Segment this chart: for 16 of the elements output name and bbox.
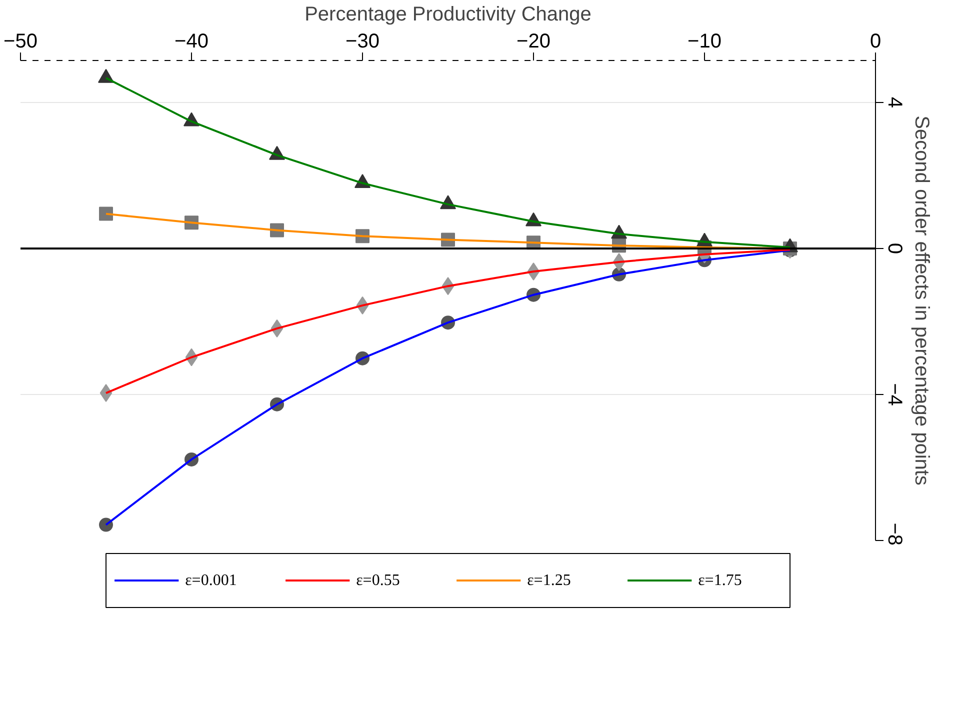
y-tick-label: −8 xyxy=(884,522,906,546)
x-tick-label: −50 xyxy=(4,30,38,52)
legend-label: ε=1.25 xyxy=(527,572,571,589)
y-tick-label: 4 xyxy=(884,96,906,108)
legend-label: ε=1.75 xyxy=(698,572,742,589)
x-tick-label: 0 xyxy=(870,30,882,52)
y-tick-label: 0 xyxy=(884,242,906,254)
x-tick-label: −30 xyxy=(346,30,380,52)
legend-label: ε=0.001 xyxy=(185,572,237,589)
y-tick-label: −4 xyxy=(884,383,906,406)
x-tick-label: −40 xyxy=(174,30,208,52)
legend-label: ε=0.55 xyxy=(356,572,400,589)
x-axis-title: Percentage Productivity Change xyxy=(304,4,592,26)
x-tick-label: −10 xyxy=(688,30,722,52)
y-axis-title: Second order effects in percentage points xyxy=(910,116,932,486)
x-tick-label: −20 xyxy=(516,30,550,52)
